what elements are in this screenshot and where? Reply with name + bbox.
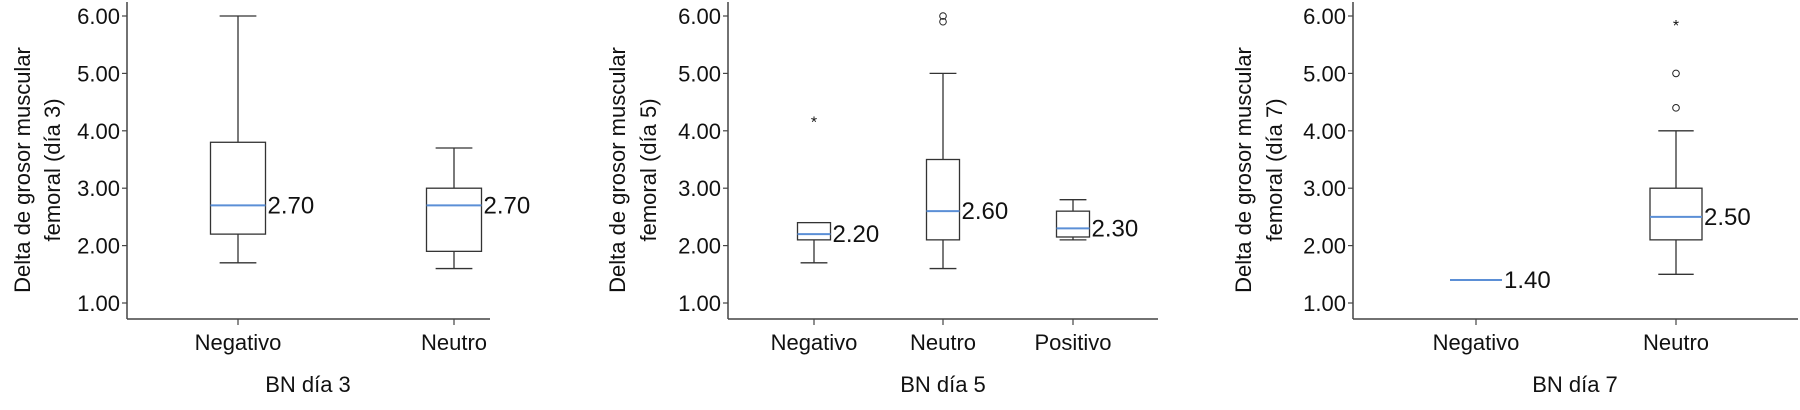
- x-axis-label: BN día 3: [265, 372, 351, 397]
- y-tick-label: 6.00: [1303, 4, 1346, 29]
- iqr-box: [1055, 210, 1091, 238]
- box-negativo: 2.20 *: [796, 114, 880, 264]
- extreme-point: *: [811, 114, 817, 131]
- iqr-box: [1649, 187, 1703, 241]
- y-tick-label: 6.00: [77, 4, 120, 29]
- y-tick-label: 5.00: [1303, 61, 1346, 86]
- x-tick-label: Neutro: [1643, 330, 1709, 355]
- x-axis-label: BN día 7: [1532, 372, 1618, 397]
- outlier-point: [1672, 69, 1680, 78]
- y-tick-label: 1.00: [1303, 291, 1346, 316]
- y-tick-label: 3.00: [678, 176, 721, 201]
- median-label: 2.50: [1704, 204, 1751, 231]
- chart-panel-2: 1.00 2.00 3.00 4.00 5.00 6.00 Delta de grosor …: [605, 2, 1158, 397]
- y-axis-label: Delta de grosor muscular: [10, 47, 35, 293]
- y-axis-label: femoral (día 3): [40, 98, 65, 241]
- median-label: 2.70: [484, 192, 531, 219]
- median-label: 2.70: [268, 192, 315, 219]
- y-tick-label: 4.00: [77, 119, 120, 144]
- chart-panel-3: 1.00 2.00 3.00 4.00 5.00 6.00 Delta de grosor …: [1231, 2, 1798, 397]
- y-tick-label: 2.00: [1303, 234, 1346, 259]
- iqr-box: [209, 141, 267, 235]
- box-neutro: 2.70: [425, 147, 531, 270]
- x-axis-label: BN día 5: [900, 372, 986, 397]
- y-tick-label: 3.00: [77, 176, 120, 201]
- x-tick-label: Neutro: [910, 330, 976, 355]
- median-label: 2.20: [833, 221, 880, 248]
- box-positivo: 2.30: [1055, 199, 1139, 242]
- box-negativo: 2.70: [209, 15, 315, 264]
- box-negativo: 1.40: [1450, 267, 1551, 294]
- y-tick-label: 4.00: [1303, 119, 1346, 144]
- y-axis-label: Delta de grosor muscular: [605, 47, 630, 293]
- x-tick-label: Negativo: [771, 330, 858, 355]
- iqr-box: [796, 221, 832, 241]
- y-tick-label: 5.00: [678, 61, 721, 86]
- y-tick-label: 5.00: [77, 61, 120, 86]
- y-axis-label: Delta de grosor muscular: [1231, 47, 1256, 293]
- y-tick-label: 6.00: [678, 4, 721, 29]
- y-tick-label: 2.00: [77, 234, 120, 259]
- y-tick-label: 1.00: [678, 291, 721, 316]
- iqr-box: [925, 158, 961, 241]
- y-tick-label: 4.00: [678, 119, 721, 144]
- median-label: 1.40: [1504, 267, 1551, 294]
- y-axis-label: femoral (día 7): [1262, 98, 1287, 241]
- x-tick-label: Negativo: [195, 330, 282, 355]
- y-axis-label: femoral (día 5): [636, 98, 661, 241]
- y-tick-label: 3.00: [1303, 176, 1346, 201]
- chart-panel-1: 1.00 2.00 3.00 4.00 5.00 6.00 Delta de grosor …: [10, 2, 530, 397]
- box-neutro: 2.50 *: [1649, 18, 1751, 275]
- y-tick-label: 2.00: [678, 234, 721, 259]
- outlier-point: [939, 12, 947, 20]
- median-label: 2.30: [1092, 215, 1139, 242]
- x-tick-label: Positivo: [1034, 330, 1111, 355]
- outlier-point: [939, 17, 947, 26]
- x-tick-label: Neutro: [421, 330, 487, 355]
- y-tick-label: 1.00: [77, 291, 120, 316]
- iqr-box: [425, 187, 483, 252]
- box-neutro: 2.60: [925, 12, 1009, 270]
- extreme-point: *: [1673, 18, 1679, 35]
- median-label: 2.60: [962, 198, 1009, 225]
- x-tick-label: Negativo: [1433, 330, 1520, 355]
- outlier-point: [1672, 104, 1680, 112]
